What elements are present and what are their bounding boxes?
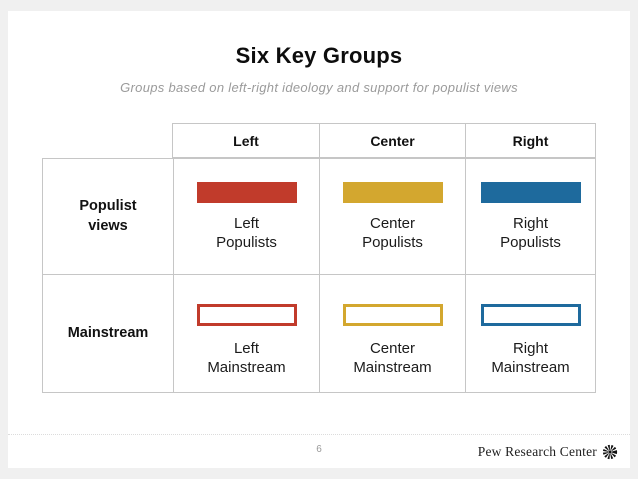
slide-footer: 6 Pew Research Center <box>8 434 630 468</box>
column-header-left: Left <box>233 132 259 149</box>
groups-table: Populist views Left Populists Center Pop… <box>42 158 596 393</box>
column-header-right: Right <box>465 124 595 157</box>
row-header-populist-views: Populist views <box>79 197 137 234</box>
cell-center-mainstream: Center Mainstream <box>319 274 465 392</box>
right-mainstream-swatch-outline <box>480 304 581 326</box>
cell-left-mainstream: Left Mainstream <box>173 274 319 392</box>
right-populists-swatch-filled <box>480 182 581 203</box>
sunburst-icon <box>602 444 618 459</box>
brand-wordmark: Pew Research Center <box>477 443 597 459</box>
left-mainstream-swatch-outline <box>196 304 297 326</box>
cell-label: Right Mainstream <box>491 340 570 377</box>
center-mainstream-swatch-outline <box>342 304 443 326</box>
slide-title: Six Key Groups <box>235 43 403 68</box>
cell-label: Left Mainstream <box>207 340 286 377</box>
cell-right-mainstream: Right Mainstream <box>465 274 595 392</box>
cell-left-populists: Left Populists <box>173 159 319 274</box>
row-header-mainstream: Mainstream <box>43 274 173 392</box>
brand-lockup: Pew Research Center <box>478 435 618 468</box>
center-populists-swatch-filled <box>342 182 443 203</box>
cell-right-populists: Right Populists <box>465 159 595 274</box>
cell-label: Right Populists <box>500 215 561 252</box>
slide-subtitle: Groups based on left-right ideology and … <box>120 80 518 95</box>
cell-center-populists: Center Populists <box>319 159 465 274</box>
column-header-center: Center <box>319 124 465 157</box>
cell-label: Center Populists <box>362 215 423 252</box>
cell-label: Center Mainstream <box>353 340 432 377</box>
table-column-header-row: Left Center Right <box>172 123 596 158</box>
slide: Six Key Groups Groups based on left-righ… <box>8 11 630 468</box>
page-number: 6 <box>316 444 322 455</box>
cell-label: Left Populists <box>216 215 277 252</box>
left-populists-swatch-filled <box>196 182 297 203</box>
